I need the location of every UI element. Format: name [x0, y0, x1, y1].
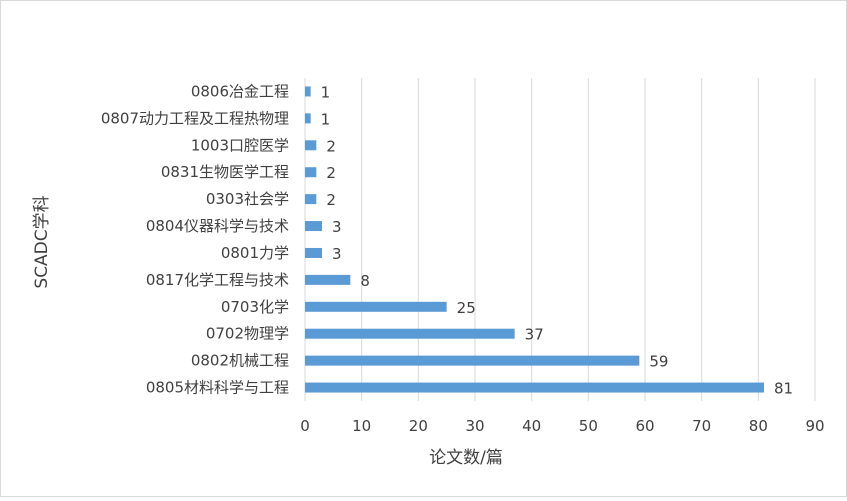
category-label: 0303社会学: [206, 190, 289, 208]
category-label: 0802机械工程: [191, 352, 289, 370]
data-label: 2: [326, 191, 336, 209]
category-label: 0817化学工程与技术: [146, 271, 289, 289]
data-label: 81: [774, 380, 793, 398]
bar: [305, 247, 322, 258]
x-tick-label: 70: [692, 417, 711, 435]
data-label: 59: [649, 353, 668, 371]
x-tick-labels: 0 10 20 30 40 50 60 70 80 90: [300, 417, 824, 435]
category-label: 0804仪器科学与技术: [146, 217, 289, 235]
grid-lines: [304, 78, 816, 401]
bar: [305, 301, 447, 312]
data-label: 2: [326, 164, 336, 182]
x-tick-label: 30: [465, 417, 484, 435]
data-label: 2: [326, 137, 336, 155]
x-tick-label: 40: [522, 417, 541, 435]
bar: [305, 113, 311, 124]
x-tick-label: 0: [300, 417, 310, 435]
category-label: 0831生物医学工程: [161, 163, 289, 181]
bar: [305, 274, 351, 285]
bar: [305, 167, 317, 178]
data-label: 37: [525, 326, 544, 344]
category-label: 0806冶金工程: [191, 82, 289, 100]
bar: [305, 355, 640, 366]
bar: [305, 140, 317, 151]
category-labels: 0806冶金工程 0807动力工程及工程热物理 1003口腔医学 0831生物医学工程…: [101, 82, 289, 396]
bar: [305, 86, 311, 97]
bar: [305, 382, 764, 393]
x-tick-label: 90: [805, 417, 824, 435]
data-label: 8: [360, 272, 370, 290]
x-tick-label: 20: [409, 417, 428, 435]
data-label: 3: [332, 218, 342, 236]
category-label: 0702物理学: [206, 325, 289, 343]
data-label: 1: [321, 83, 331, 101]
x-axis-title: 论文数/篇: [429, 448, 503, 468]
bar: [305, 328, 515, 339]
data-label: 3: [332, 245, 342, 263]
y-axis-title: SCADC学科: [32, 195, 52, 288]
data-label: 1: [321, 110, 331, 128]
bars: [305, 86, 764, 393]
category-label: 0801力学: [221, 244, 289, 262]
bar: [305, 221, 322, 232]
category-label: 0807动力工程及工程热物理: [101, 109, 289, 127]
category-label: 0805材料科学与工程: [146, 379, 289, 397]
category-label: 0703化学: [221, 298, 289, 316]
x-tick-label: 60: [635, 417, 654, 435]
x-tick-label: 50: [579, 417, 598, 435]
x-tick-label: 80: [749, 417, 768, 435]
bar: [305, 194, 317, 205]
data-label: 25: [457, 299, 476, 317]
category-label: 1003口腔医学: [191, 136, 289, 154]
x-tick-label: 10: [352, 417, 371, 435]
